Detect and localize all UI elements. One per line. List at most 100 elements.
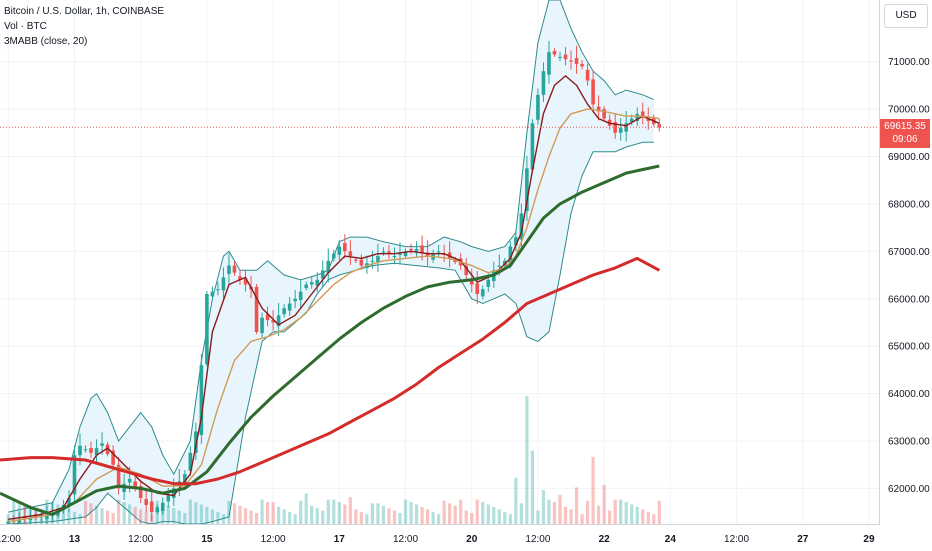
volume-bar (210, 509, 215, 524)
volume-bar (105, 510, 110, 524)
volume-bar (630, 504, 634, 524)
volume-bar (177, 510, 181, 524)
candle-body (94, 448, 99, 456)
candle-body (585, 69, 590, 81)
candle-body (519, 213, 524, 240)
candle-body (105, 444, 110, 455)
volume-bar (608, 510, 612, 524)
bar-countdown: 09:06 (892, 134, 918, 146)
volume-bar (288, 511, 292, 524)
moving-average-line (0, 164, 660, 516)
candle-body (320, 270, 325, 279)
price-tick-label: 64000.00 (888, 389, 930, 400)
volume-bar (459, 499, 463, 524)
candle-body (127, 478, 132, 483)
candle-body (580, 64, 584, 67)
volume-bar (100, 508, 104, 524)
candle-body (497, 265, 502, 267)
volume-bar (497, 509, 501, 524)
volume-bar (470, 513, 474, 524)
price-tick-label: 63000.00 (888, 437, 930, 448)
time-tick-label: 12:00 (525, 534, 550, 545)
volume-bar (591, 456, 595, 524)
candle-body (618, 128, 623, 133)
volume-bar (332, 499, 336, 524)
candle-body (381, 251, 386, 253)
candle-body (486, 279, 491, 287)
volume-bar (359, 511, 363, 524)
volume-bar (299, 500, 303, 524)
volume-bar (442, 500, 446, 524)
bollinger-indicator-label[interactable]: 3MABB (close, 20) (4, 36, 88, 47)
volume-bar (464, 510, 468, 524)
moving-average-line (8, 108, 660, 523)
volume-bar (635, 506, 639, 524)
candle-body (293, 298, 297, 302)
volume-bar (486, 504, 490, 524)
volume-indicator-label[interactable]: Vol · BTC (4, 21, 47, 32)
time-axis[interactable]: 12:00 13 12:00 15 12:00 17 12:00 20 12:00 22 24 12:… (0, 524, 880, 551)
price-axis[interactable]: 62000.00 63000.00 64000.00 65000.00 66000.00… (879, 0, 932, 524)
candle-body (89, 448, 93, 453)
candle-body (298, 291, 303, 300)
candle-body (563, 54, 568, 60)
volume-bar (530, 450, 535, 524)
candle-body (183, 474, 187, 483)
volume-bar (370, 503, 375, 524)
volume-bar (260, 499, 264, 524)
candle-body (574, 58, 579, 65)
symbol-title[interactable]: Bitcoin / U.S. Dollar, 1h, COINBASE (4, 6, 165, 17)
candle-body (138, 486, 143, 498)
volume-bar (392, 510, 397, 524)
candle-body (188, 452, 193, 471)
candle-body (199, 365, 204, 436)
volume-bar (354, 509, 358, 524)
candle-body (370, 260, 375, 262)
time-tick-label: 20 (466, 534, 478, 545)
volume-bar (525, 396, 529, 524)
volume-bar (304, 493, 308, 524)
candle-body (309, 282, 314, 285)
candle-body (348, 251, 353, 257)
candle-body (387, 251, 391, 254)
volume-bar (265, 502, 270, 524)
volume-bar (78, 514, 82, 524)
candle-body (547, 52, 551, 75)
currency-selector[interactable]: USD (884, 4, 928, 28)
volume-bar (72, 511, 77, 524)
time-tick-label: 24 (665, 534, 677, 545)
volume-bar (227, 500, 231, 524)
candle-body (640, 111, 645, 118)
candle-body (343, 243, 347, 252)
candle-body (392, 256, 397, 258)
time-tick-label: 22 (599, 534, 611, 545)
volume-bar (585, 500, 590, 524)
volume-bar (420, 506, 424, 524)
volume-bar (569, 509, 573, 524)
candle-body (100, 443, 104, 446)
volume-bar (365, 514, 369, 524)
volume-bar (238, 505, 242, 524)
time-tick-label: 12:00 (0, 534, 21, 545)
time-tick-label: 12:00 (724, 534, 749, 545)
volume-bar (128, 504, 132, 524)
volume-bar (61, 506, 66, 524)
time-tick-label: 17 (334, 534, 346, 545)
candle-body (243, 278, 248, 285)
candle-body (260, 317, 264, 334)
volume-bar (503, 511, 507, 524)
candle-body (646, 118, 651, 121)
volume-bar (321, 510, 325, 524)
price-chart[interactable] (0, 0, 880, 524)
volume-bar (580, 514, 584, 524)
volume-bar (563, 506, 568, 524)
volume-bar (492, 506, 496, 524)
volume-bar (188, 499, 192, 524)
volume-bar (221, 514, 226, 524)
volume-bar (282, 509, 286, 524)
candle-body (475, 283, 480, 295)
candle-body (171, 488, 176, 498)
volume-bar (652, 514, 656, 524)
volume-bar (387, 508, 391, 524)
